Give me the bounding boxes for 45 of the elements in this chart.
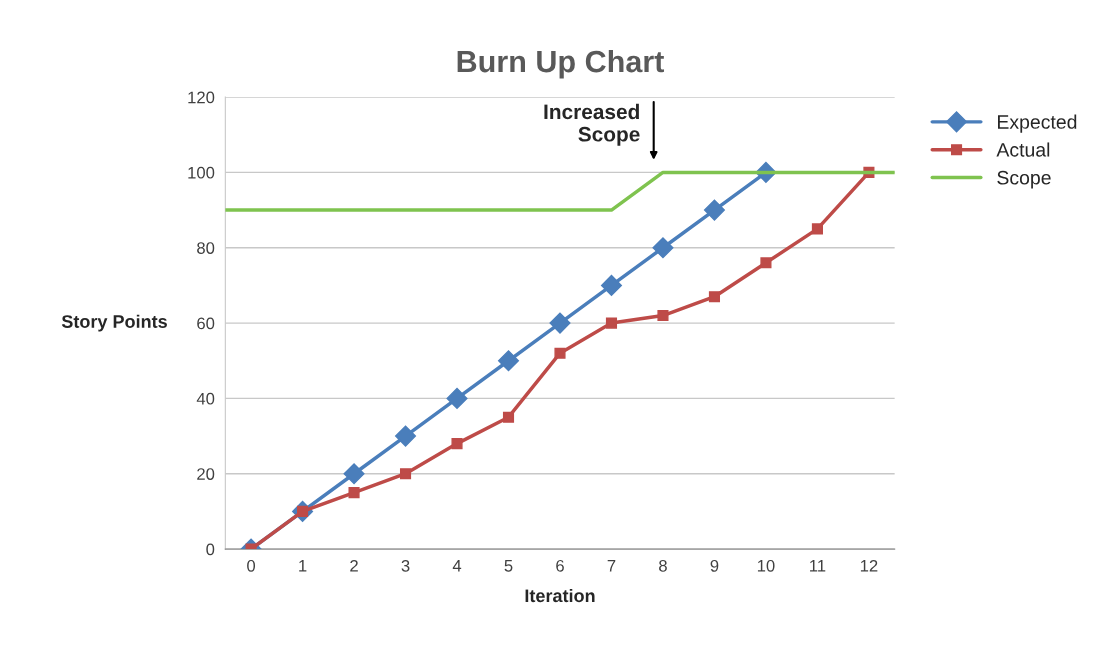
chart-title: Burn Up Chart xyxy=(457,49,665,79)
point xyxy=(549,312,571,334)
x-tick-label: 12 xyxy=(860,559,878,572)
point xyxy=(395,425,417,447)
point xyxy=(446,387,468,409)
legend-label: Expected xyxy=(998,114,1077,133)
y-tick-label: 40 xyxy=(196,392,215,405)
x-tick-label: 11 xyxy=(810,560,826,572)
point xyxy=(708,291,721,303)
x-tick-label: 7 xyxy=(607,560,616,572)
x-tick-label: 5 xyxy=(504,560,513,572)
x-tick-label: 3 xyxy=(401,559,410,572)
y-tick-label: 0 xyxy=(206,543,215,556)
x-tick-label: 1 xyxy=(299,560,307,572)
point xyxy=(497,350,520,372)
x-tick-label: 0 xyxy=(247,559,256,572)
point xyxy=(554,347,566,359)
y-tick-label: 100 xyxy=(188,166,215,179)
point xyxy=(703,199,725,221)
annotation: Increased Scope xyxy=(544,103,640,146)
point xyxy=(600,274,622,296)
point xyxy=(348,487,360,499)
x-tick-label: 8 xyxy=(659,559,667,572)
x-tick-label: 6 xyxy=(556,559,564,572)
point xyxy=(502,411,515,423)
legend-label: Actual xyxy=(996,142,1050,157)
point xyxy=(343,463,365,485)
point xyxy=(605,317,618,329)
y-tick-label: 80 xyxy=(197,242,215,254)
x-tick-label: 10 xyxy=(757,559,775,572)
x-tick-label: 2 xyxy=(350,559,358,572)
y-axis-title: Story Points xyxy=(61,314,167,332)
point xyxy=(399,468,412,480)
point xyxy=(652,237,674,259)
x-axis-title: Iteration xyxy=(525,588,595,603)
y-tick-label: 60 xyxy=(197,317,215,330)
x-tick-label: 9 xyxy=(710,559,719,572)
x-tick-label: 4 xyxy=(452,560,462,572)
legend-label: Scope xyxy=(997,170,1051,189)
point xyxy=(451,438,463,450)
point xyxy=(657,309,669,322)
point xyxy=(811,223,823,235)
point xyxy=(760,257,772,269)
y-tick-label: 120 xyxy=(188,91,215,104)
y-tick-label: 20 xyxy=(197,468,215,480)
